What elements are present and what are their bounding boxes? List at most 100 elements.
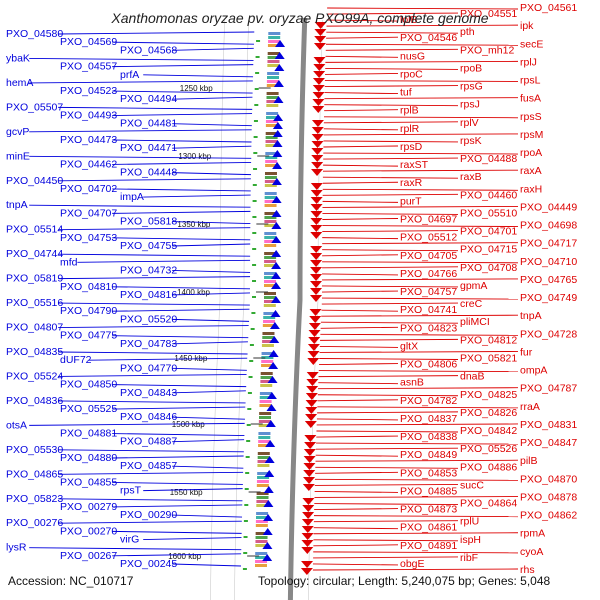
reverse-gene-arrow [313, 71, 326, 78]
gene-label-right: PXO_04873 [400, 504, 457, 516]
feature-strip [258, 432, 271, 435]
reverse-gene-arrow [312, 78, 325, 85]
reverse-gene-arrow [305, 414, 318, 421]
reverse-gene-arrow [314, 29, 327, 36]
reverse-gene-arrow [314, 22, 327, 29]
gene-label-left: PXO_00270 [60, 525, 117, 537]
reverse-gene-arrow [303, 470, 316, 477]
leader-line-right [326, 24, 519, 27]
feature-strip [262, 340, 275, 343]
feature-strip [256, 504, 269, 507]
reverse-gene-arrow [304, 442, 317, 449]
leader-line-right [320, 321, 459, 324]
gene-label-left: PXO_04850 [60, 379, 117, 391]
forward-gene-arrow [272, 130, 283, 137]
gc-marker [252, 184, 257, 186]
gene-label-right: PXO_04765 [520, 274, 577, 286]
leader-line-left [112, 384, 247, 388]
scale-tick-label: 1500 kbp [172, 420, 205, 429]
leader-line-right [313, 556, 459, 559]
gene-label-right: rpoB [460, 62, 482, 74]
feature-strip [262, 332, 275, 335]
reverse-gene-arrow [314, 36, 327, 43]
feature-strip [254, 564, 267, 567]
leader-line-right [313, 551, 519, 554]
feature-strip [267, 60, 280, 63]
feature-strip [268, 32, 281, 35]
leader-line-right [313, 539, 459, 542]
reverse-gene-arrow [313, 43, 326, 50]
gene-label-right: PXO_04891 [400, 540, 457, 552]
forward-gene-arrow [271, 222, 282, 229]
gene-label-right: gltX [400, 340, 418, 352]
gene-label-right: raxB [460, 171, 482, 183]
forward-gene-arrow [268, 350, 279, 357]
gene-label-right: PXO_04710 [520, 256, 577, 268]
leader-line-left [112, 113, 253, 116]
accession-text: Accession: NC_010717 [8, 574, 134, 588]
gene-label-left: PXO_04835 [6, 346, 63, 358]
forward-gene-arrow [263, 486, 274, 493]
leader-line-left [112, 335, 249, 339]
leader-line-right [319, 351, 519, 353]
gene-label-left: PXO_04855 [60, 476, 117, 488]
reverse-gene-arrow [312, 85, 325, 92]
feature-strip [264, 204, 277, 207]
feature-strip [266, 80, 279, 83]
feature-strip [264, 292, 277, 295]
gene-label-right: PXO_04853 [400, 467, 457, 479]
feature-strip [266, 92, 279, 95]
reverse-gene-arrow [303, 477, 316, 484]
leader-line-right [323, 164, 399, 167]
reverse-gene-arrow [308, 323, 321, 330]
leader-line-left [112, 90, 253, 94]
gc-marker [255, 72, 260, 74]
forward-gene-arrow [263, 514, 274, 521]
feature-strip [262, 336, 275, 339]
feature-strip [258, 444, 271, 447]
reverse-gene-arrow [310, 295, 323, 302]
leader-line-right [318, 387, 519, 390]
feature-strip [264, 232, 277, 235]
gene-label-right: PXO_04728 [520, 328, 577, 340]
gene-label-right: PXO_04460 [460, 189, 517, 201]
gene-label-left: PXO_04481 [120, 118, 177, 130]
reverse-gene-arrow [310, 204, 323, 211]
gc-marker [243, 552, 248, 554]
gene-label-right: raxH [520, 183, 542, 195]
leader-line-left [112, 237, 251, 241]
leader-line-right [326, 19, 399, 22]
gene-label-right: obgE [400, 558, 425, 570]
leader-line-left [112, 308, 250, 312]
reverse-gene-arrow [307, 344, 320, 351]
reverse-gene-arrow [310, 281, 323, 288]
gene-label-right: rpoA [520, 147, 542, 159]
gc-marker [243, 520, 248, 522]
gc-marker [252, 232, 257, 234]
gene-label-right: lolB [400, 14, 418, 26]
feature-strip [264, 252, 277, 255]
feature-strip [267, 56, 280, 59]
forward-gene-arrow [263, 500, 274, 507]
leader-line-right [314, 508, 399, 511]
forward-gene-arrow [271, 272, 282, 279]
leader-line-right [324, 116, 519, 119]
gene-label-left: rpsT [120, 485, 142, 497]
leader-line-left [172, 465, 244, 469]
feature-strip [264, 284, 277, 287]
feature-strip [259, 400, 272, 403]
gene-label-left: otsA [6, 419, 27, 431]
leader-line-right [316, 430, 459, 433]
leader-line-left [172, 145, 252, 149]
feature-strip [263, 320, 276, 323]
feature-strip [265, 140, 278, 143]
feature-strip [255, 516, 268, 519]
feature-strip [256, 500, 269, 503]
gene-label-right: secE [520, 38, 543, 50]
reverse-gene-arrow [310, 225, 323, 232]
gc-marker [247, 408, 252, 410]
feature-strip [256, 492, 269, 495]
gene-label-left: PXO_04807 [6, 322, 63, 334]
leader-line-right [322, 230, 459, 233]
reverse-gene-arrow [306, 372, 319, 379]
